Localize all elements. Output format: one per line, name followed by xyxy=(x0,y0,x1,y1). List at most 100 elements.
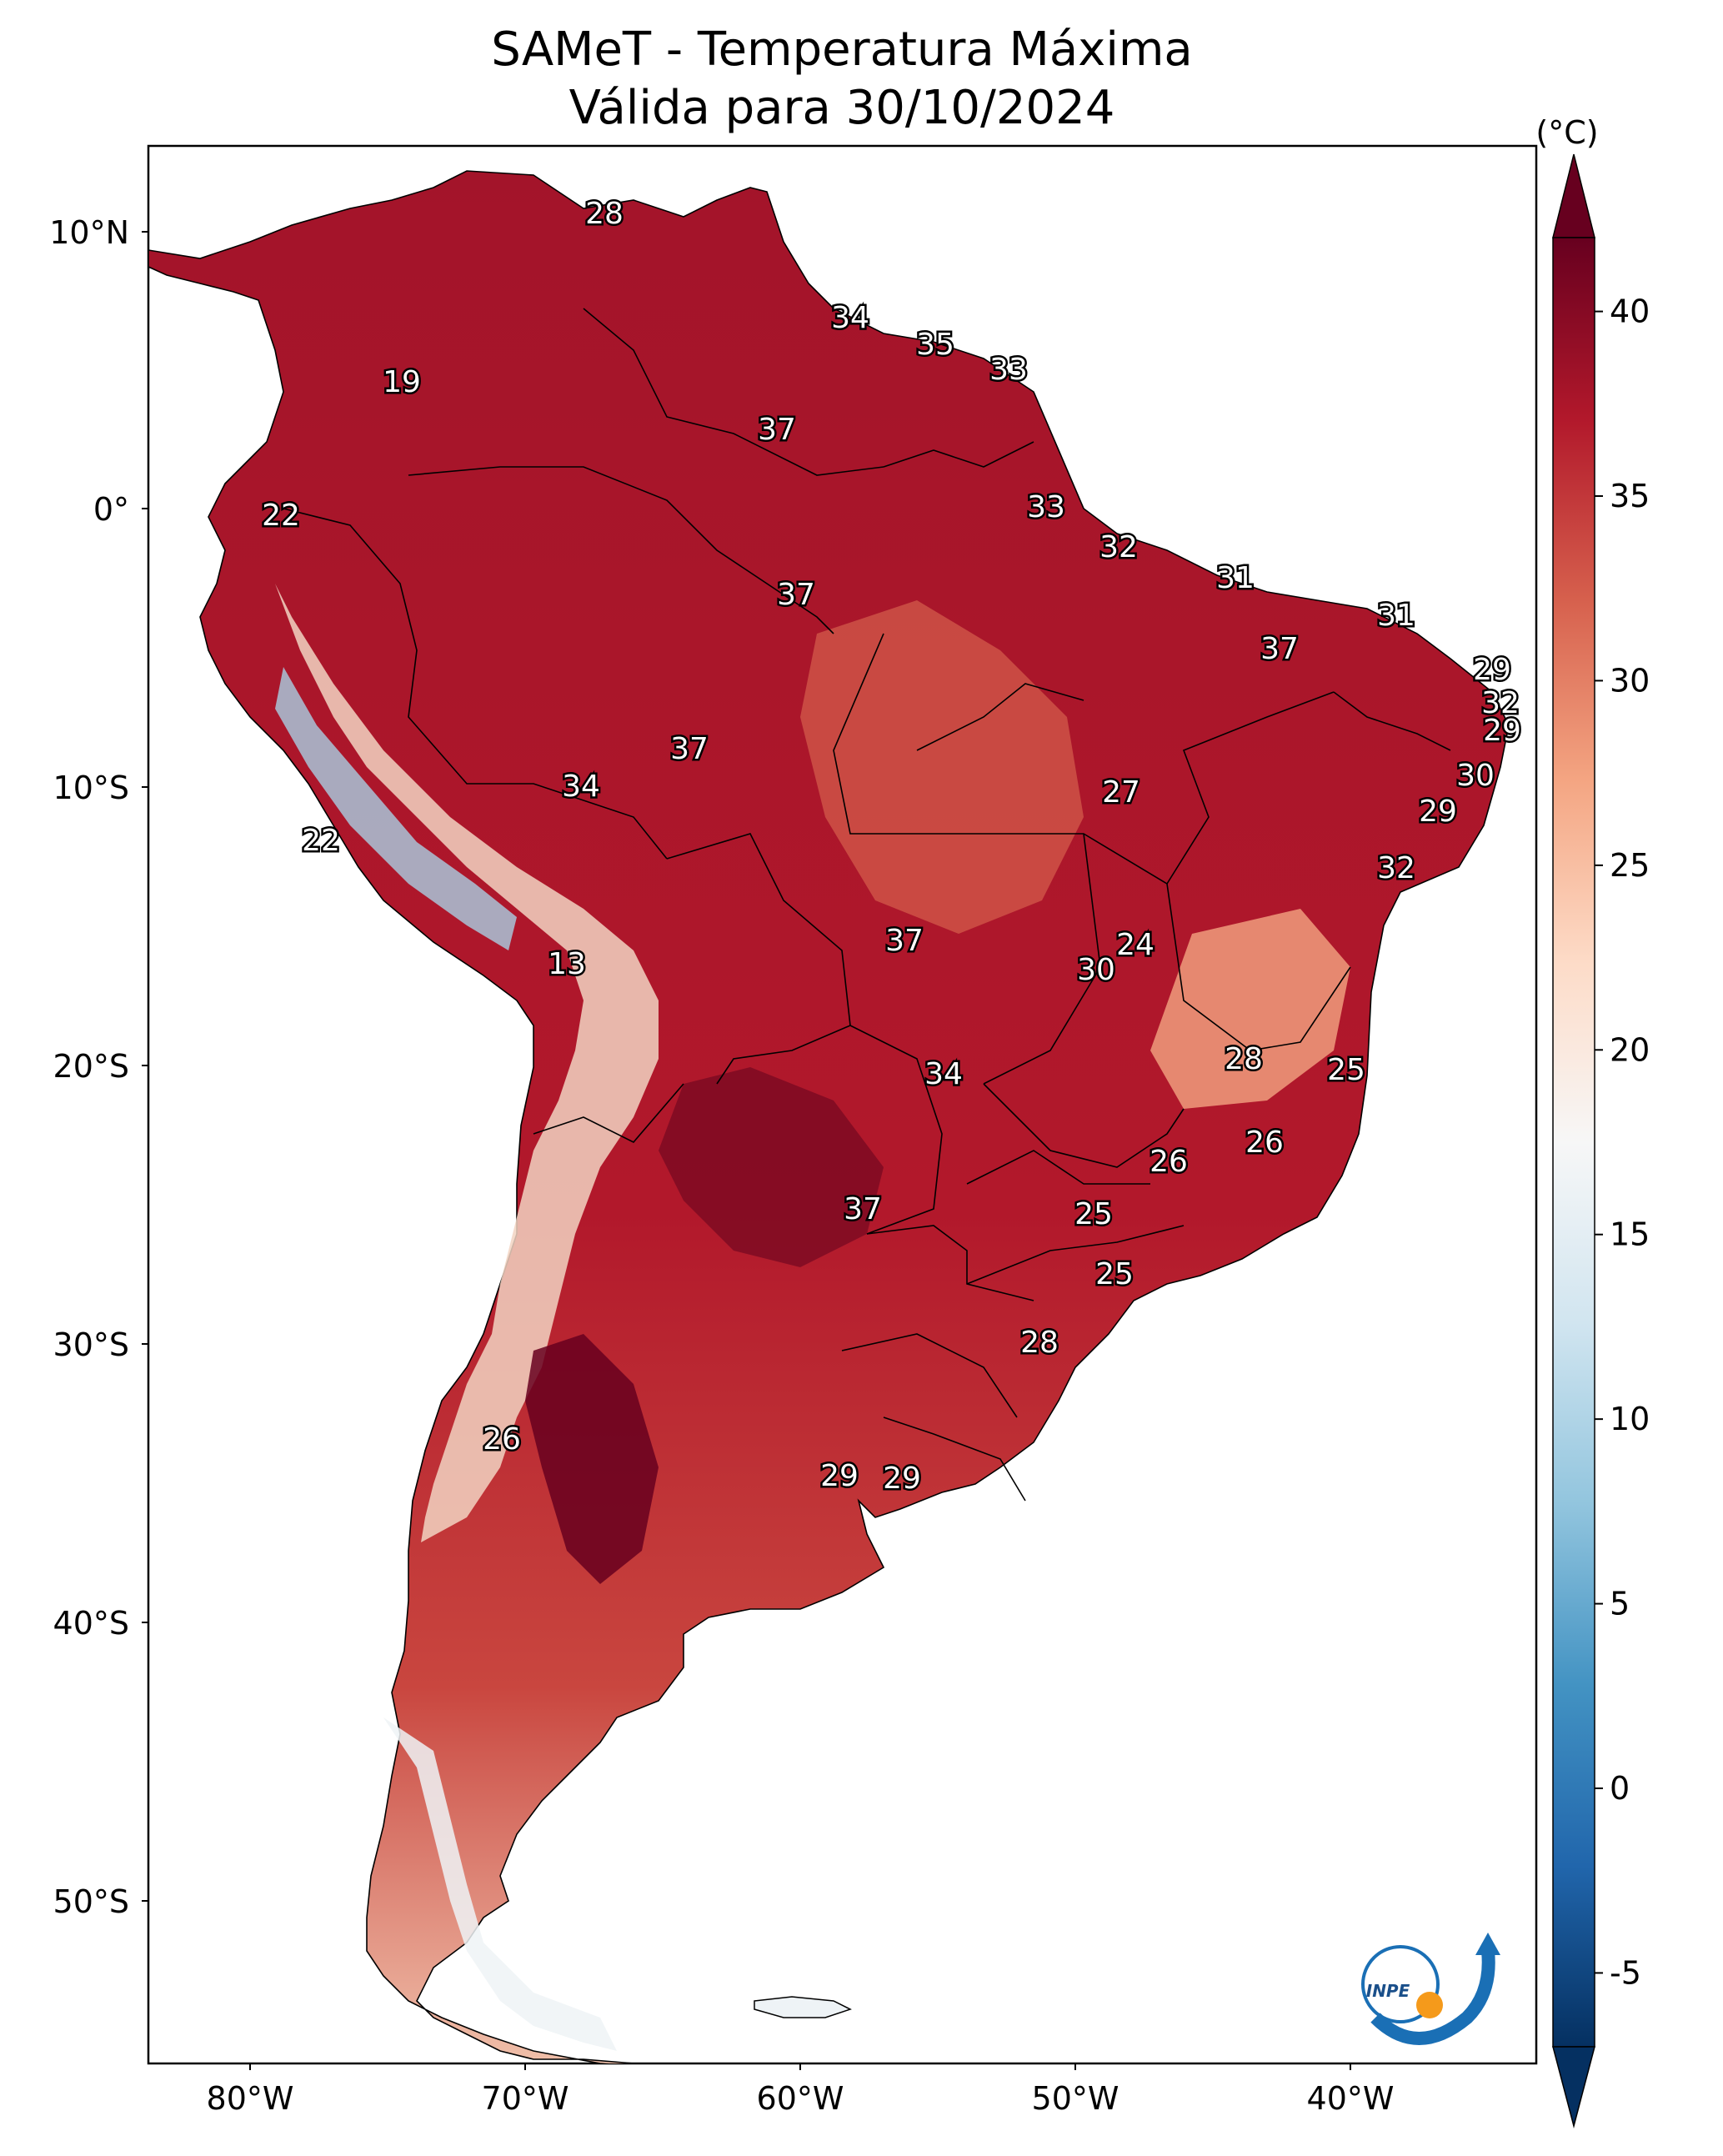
state-border xyxy=(1333,691,1451,751)
colorbar-tick-label: 25 xyxy=(1610,847,1650,884)
colorbar-tick-label: 30 xyxy=(1610,662,1650,699)
colorbar-tick-label: 15 xyxy=(1610,1216,1650,1253)
temp-label: 32 xyxy=(1099,530,1138,564)
temp-label: 27 xyxy=(1102,775,1140,810)
country-border xyxy=(408,466,834,634)
temp-label: 26 xyxy=(483,1422,521,1457)
temp-label: 34 xyxy=(924,1057,963,1091)
state-border xyxy=(1166,883,1351,1051)
temp-label: 29 xyxy=(1483,714,1521,748)
country-border xyxy=(583,308,884,476)
patagonia-cool-region xyxy=(383,1717,617,2051)
temp-label: 25 xyxy=(1074,1197,1113,1231)
lon-label-80w: 80°W xyxy=(207,2080,294,2117)
title-line-1: SAMeT - Temperatura Máxima xyxy=(491,23,1193,77)
pampa-hot-zone xyxy=(525,1334,659,1584)
colorbar-tick-label: 0 xyxy=(1610,1770,1630,1807)
colorbar-min-extension xyxy=(1552,2046,1595,2128)
colorbar-ticks: 40 35 30 25 20 15 10 5 0 -5 xyxy=(1595,293,1650,1991)
colorbar-max-extension xyxy=(1552,153,1595,238)
andes-cold-core xyxy=(275,667,517,950)
map-area xyxy=(148,170,1510,2063)
temp-label: 33 xyxy=(989,353,1028,387)
state-border xyxy=(966,1225,1185,1285)
temp-label: 22 xyxy=(262,499,300,533)
country-border xyxy=(283,508,668,860)
temp-label: 29 xyxy=(1473,653,1511,687)
logo-sun-dot xyxy=(1416,1992,1443,2018)
temp-label: 13 xyxy=(548,947,586,981)
lon-label-50w: 50°W xyxy=(1032,2080,1119,2117)
temp-label: 35 xyxy=(916,328,954,362)
colorbar-tick-label: 5 xyxy=(1610,1586,1630,1622)
temp-label: 37 xyxy=(844,1192,882,1226)
temp-label: 25 xyxy=(1095,1257,1134,1291)
lat-label-10s: 10°S xyxy=(53,770,129,806)
lat-label-10n: 10°N xyxy=(49,214,129,251)
chaco-hot-zone xyxy=(659,1067,884,1267)
state-border xyxy=(833,633,1168,885)
temp-label: 22 xyxy=(302,824,340,858)
temp-label: 37 xyxy=(885,924,924,958)
falkland-islands xyxy=(754,1996,852,2018)
state-border xyxy=(883,1416,1026,1502)
lat-label-30s: 30°S xyxy=(53,1326,129,1363)
temp-label: 28 xyxy=(1020,1326,1059,1360)
lon-label-60w: 60°W xyxy=(757,2080,844,2117)
andes-cool-region xyxy=(250,534,659,1542)
lat-label-40s: 40°S xyxy=(53,1605,129,1642)
country-border xyxy=(841,1333,1018,1418)
southeast-brazil-mild-zone xyxy=(1150,909,1350,1109)
logo-arrow-swoosh xyxy=(1370,1950,1495,2045)
temp-label: 29 xyxy=(820,1459,859,1493)
central-brazil-warm-zone xyxy=(800,600,1084,934)
temp-label: 31 xyxy=(1216,561,1255,595)
country-border xyxy=(883,441,1034,468)
colorbar-tick-label: 35 xyxy=(1610,478,1650,514)
state-border xyxy=(916,683,1084,751)
lon-label-40w: 40°W xyxy=(1307,2080,1395,2117)
temp-label: 28 xyxy=(1225,1042,1263,1076)
temp-label: 34 xyxy=(562,770,600,804)
temp-label: 29 xyxy=(1419,795,1457,829)
country-border xyxy=(666,833,851,1085)
temp-label: 32 xyxy=(1481,686,1520,720)
temp-label: 34 xyxy=(831,301,869,335)
colorbar-tick-label: 10 xyxy=(1610,1401,1650,1437)
colorbar-tick-label: 20 xyxy=(1610,1031,1650,1068)
colorbar-tick-label: -5 xyxy=(1610,1954,1641,1991)
temp-label: 37 xyxy=(670,732,709,766)
temp-label: 28 xyxy=(585,197,624,231)
temperature-labels: 28 19 34 35 33 37 22 33 32 37 31 31 37 2… xyxy=(260,195,1524,1498)
colorbar-unit: (°C) xyxy=(1535,114,1598,151)
country-border xyxy=(849,1025,943,1235)
temp-label: 25 xyxy=(1327,1053,1365,1087)
inpe-logo: INPE xyxy=(1361,1933,1500,2045)
colorbar-bar xyxy=(1552,237,1595,2048)
temp-label: 29 xyxy=(883,1462,921,1496)
temp-label: 37 xyxy=(777,578,815,612)
logo-ring xyxy=(1361,1945,1440,2023)
temp-label: 37 xyxy=(1260,632,1299,666)
temp-label: 33 xyxy=(1027,490,1065,524)
state-border xyxy=(966,1150,1150,1185)
arrow-up-icon xyxy=(1475,1933,1500,1955)
logo-text: INPE xyxy=(1366,1981,1410,2001)
temp-label: 26 xyxy=(1245,1126,1284,1160)
state-border xyxy=(1166,691,1335,885)
lon-label-70w: 70°W xyxy=(482,2080,569,2117)
country-border xyxy=(866,1225,1034,1301)
temp-label: 30 xyxy=(1077,953,1115,987)
title-line-2: Válida para 30/10/2024 xyxy=(569,81,1115,135)
state-border xyxy=(983,1083,1185,1168)
temp-label: 19 xyxy=(383,365,421,399)
state-border xyxy=(983,833,1101,1085)
lat-label-20s: 20°S xyxy=(53,1048,129,1085)
colorbar: (°C) 40 35 30 25 20 15 10 5 0 -5 xyxy=(1535,114,1650,2128)
axis-ticks xyxy=(142,231,1351,2070)
temp-label: 30 xyxy=(1456,759,1495,793)
lat-label-50s: 50°S xyxy=(53,1883,129,1920)
temp-label: 37 xyxy=(758,413,796,447)
temp-label: 26 xyxy=(1150,1145,1188,1179)
